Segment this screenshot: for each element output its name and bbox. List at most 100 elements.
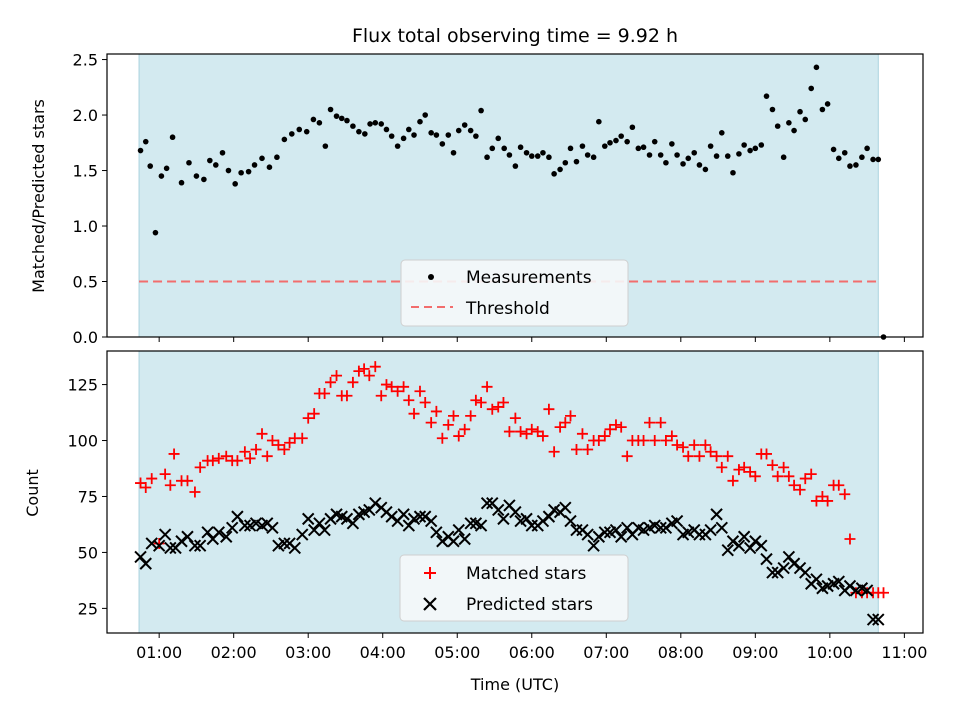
measurement-point [186, 159, 192, 166]
measurement-point [245, 168, 252, 175]
measurement-point [327, 106, 334, 113]
matched-star-point [475, 396, 487, 408]
matched-star-point [543, 403, 555, 415]
predicted-star-point [866, 613, 880, 626]
matched-star-point [503, 426, 515, 438]
top-axes-frame [106, 53, 924, 338]
legend-threshold-label: Threshold [465, 299, 550, 319]
matched-star-point [325, 376, 337, 388]
matched-star-point [146, 473, 158, 485]
predicted-star-point [324, 512, 337, 526]
measurement-point [338, 115, 345, 122]
measurement-point [523, 149, 530, 156]
predicted-star-point [175, 535, 188, 548]
y-tick-label: 75 [78, 487, 98, 506]
measurement-point [232, 181, 238, 187]
matched-star-point [459, 423, 471, 435]
predicted-star-point [755, 539, 768, 552]
predicted-star-point [307, 523, 321, 537]
measurement-point [473, 133, 479, 139]
measurement-point [207, 157, 213, 164]
predicted-star-point [620, 521, 634, 535]
matched-star-point [386, 381, 398, 393]
measurement-point [584, 152, 591, 158]
matched-star-point [425, 417, 437, 429]
y-tick-label: 0.5 [73, 273, 98, 292]
matched-star-point [408, 408, 420, 420]
predicted-star-point [542, 510, 556, 523]
matched-star-point [430, 405, 442, 417]
bottom-x-ticks: 01:00 02:00 03:00 04:00 05:00 06:00 07:00 08:00… [136, 633, 927, 662]
matched-star-point [778, 461, 790, 473]
matched-star-point [181, 475, 193, 487]
measurement-point [528, 153, 535, 159]
predicted-stars-points [134, 496, 885, 626]
matched-star-point [711, 450, 723, 462]
measurement-point [741, 142, 747, 148]
measurement-point [651, 138, 658, 145]
matched-star-point [839, 488, 851, 500]
matched-star-point [375, 390, 387, 402]
measurement-point [613, 137, 619, 144]
predicted-star-point [860, 584, 874, 597]
predicted-star-point [385, 510, 398, 523]
matched-star-point [398, 381, 410, 393]
measurement-point [713, 153, 720, 159]
measurement-point [819, 106, 826, 113]
measurement-point [702, 166, 709, 173]
measurement-point [213, 162, 219, 168]
measurement-point [841, 149, 848, 156]
measurement-point [178, 179, 185, 186]
measurement-point [152, 229, 159, 236]
x-tick-label: 04:00 [360, 643, 406, 662]
measurement-point [274, 154, 280, 161]
y-tick-label: 1.5 [73, 162, 98, 181]
y-tick-label: 1.0 [73, 217, 98, 236]
predicted-star-point [158, 528, 172, 541]
measurement-point [489, 145, 496, 152]
measurement-point [433, 132, 440, 138]
predicted-star-point [436, 535, 449, 548]
measurement-point [512, 163, 519, 169]
matched-star-point [716, 461, 728, 473]
predicted-star-point [288, 541, 301, 555]
y-tick-label: 25 [78, 599, 98, 618]
predicted-star-point [777, 561, 790, 575]
measurement-point [752, 145, 759, 152]
measurement-point [663, 159, 669, 166]
matched-star-point [761, 448, 773, 460]
matched-star-point [559, 417, 571, 429]
measurement-point [333, 113, 340, 119]
matched-star-point [733, 464, 745, 476]
matched-star-point [220, 450, 232, 462]
measurement-point [562, 159, 569, 166]
measurement-point [296, 126, 303, 133]
matched-star-point [677, 441, 689, 453]
legend-measurements-label: Measurements [466, 268, 592, 288]
matched-star-point [644, 417, 656, 429]
predicted-star-point [181, 530, 194, 543]
predicted-star-point [480, 496, 494, 510]
measurement-point [193, 173, 200, 179]
predicted-star-point [402, 519, 416, 532]
measurement-point [685, 155, 692, 162]
measurement-point [601, 143, 608, 149]
measurement-point [853, 162, 859, 168]
predicted-star-point [474, 519, 488, 532]
measurement-point [289, 131, 295, 137]
measurement-point [730, 169, 736, 176]
predicted-star-point [704, 523, 717, 537]
x-tick-label: 03:00 [285, 643, 331, 662]
measurement-point [147, 163, 154, 169]
predicted-star-point [430, 526, 443, 539]
measurement-point [763, 93, 770, 99]
matched-star-point [593, 435, 605, 447]
measurement-point [546, 154, 552, 161]
measurement-point [557, 166, 563, 173]
measurement-point [847, 163, 853, 169]
measurement-point [646, 152, 653, 158]
x-tick-label: 07:00 [583, 643, 629, 662]
measurement-point [802, 116, 809, 123]
measurement-point [461, 122, 468, 128]
matched-star-point [465, 410, 477, 422]
